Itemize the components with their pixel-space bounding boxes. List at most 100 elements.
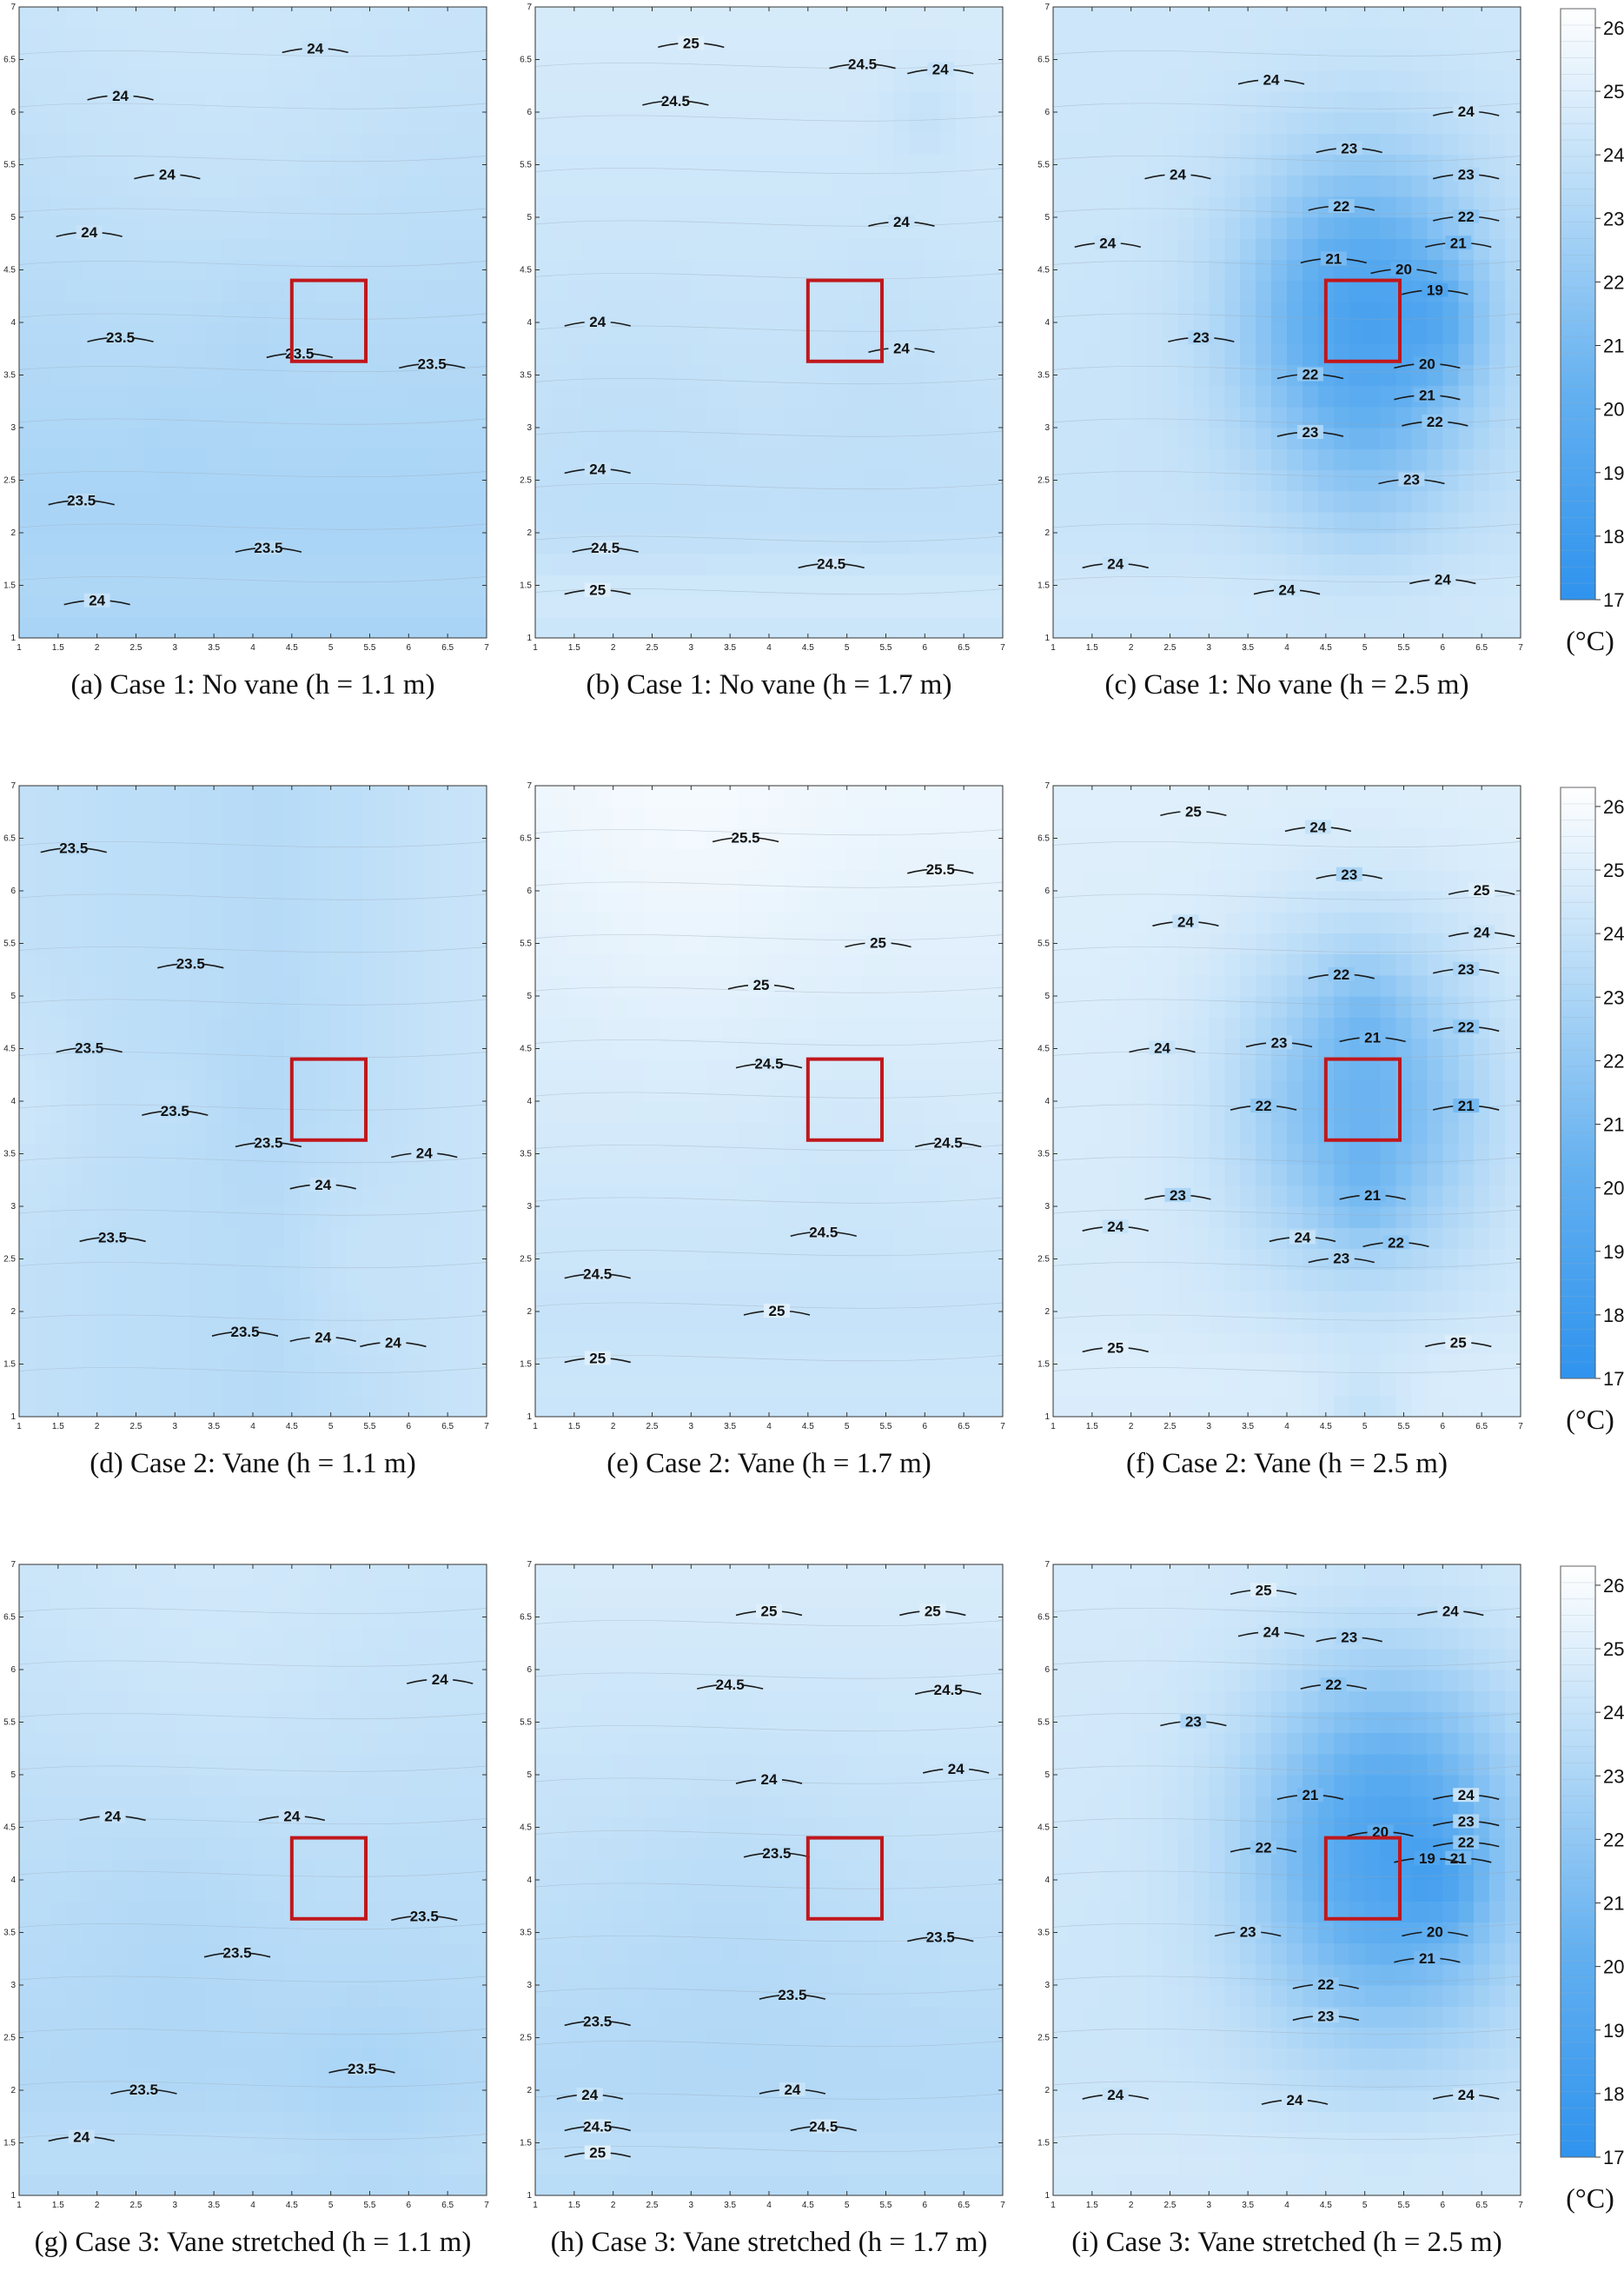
field-cell bbox=[644, 1164, 661, 1186]
field-cell bbox=[581, 933, 599, 955]
field-cell bbox=[128, 301, 145, 323]
field-cell bbox=[1068, 343, 1085, 365]
field-cell bbox=[408, 595, 425, 618]
field-cell bbox=[940, 90, 957, 113]
field-cell bbox=[597, 869, 614, 892]
field-cell bbox=[535, 511, 552, 534]
y-tick-label: 5 bbox=[527, 213, 532, 222]
x-tick-label: 7 bbox=[1518, 643, 1523, 653]
field-cell bbox=[784, 385, 801, 408]
field-cell bbox=[34, 1269, 51, 1292]
field-cell bbox=[96, 1290, 114, 1312]
field-cell bbox=[237, 70, 254, 92]
contour-label: 23.5 bbox=[75, 1040, 103, 1057]
field-cell bbox=[112, 364, 129, 387]
minor-contour-line bbox=[534, 115, 1004, 122]
field-cell bbox=[769, 1269, 785, 1292]
field-cell bbox=[283, 1038, 301, 1060]
field-cell bbox=[550, 301, 567, 323]
field-cell bbox=[644, 574, 661, 597]
field-cell bbox=[1271, 154, 1288, 176]
field-cell bbox=[738, 1248, 754, 1271]
field-cell bbox=[675, 112, 692, 134]
field-cell bbox=[1084, 175, 1101, 197]
field-cell bbox=[393, 1079, 409, 1102]
field-cell bbox=[1130, 448, 1148, 470]
field-cell bbox=[784, 574, 801, 597]
field-cell bbox=[159, 1374, 176, 1397]
field-cell bbox=[253, 49, 269, 71]
field-cell bbox=[550, 974, 567, 997]
field-cell bbox=[566, 90, 583, 113]
field-cell bbox=[940, 1311, 957, 1333]
field-cell bbox=[1505, 595, 1521, 618]
field-cell bbox=[159, 1143, 176, 1165]
field-cell bbox=[878, 469, 895, 492]
field-cell bbox=[644, 49, 661, 71]
field-cell bbox=[455, 1164, 472, 1186]
field-cell bbox=[96, 953, 114, 976]
contour-label-bg bbox=[1398, 472, 1425, 487]
field-cell bbox=[190, 827, 207, 850]
field-cell bbox=[377, 574, 394, 597]
field-cell bbox=[283, 490, 301, 513]
field-cell bbox=[613, 1164, 630, 1186]
field-cell bbox=[1130, 90, 1148, 113]
field-cell bbox=[815, 996, 832, 1018]
field-cell bbox=[613, 827, 630, 850]
contour-label-bg bbox=[1390, 262, 1417, 276]
field-cell bbox=[597, 49, 614, 71]
field-cell bbox=[1240, 175, 1256, 197]
field-cell bbox=[738, 343, 754, 365]
field-cell bbox=[96, 175, 114, 197]
field-cell bbox=[1068, 322, 1085, 344]
field-cell bbox=[237, 406, 254, 428]
field-cell bbox=[613, 1017, 630, 1039]
field-cell bbox=[377, 280, 394, 302]
field-cell bbox=[846, 385, 864, 408]
field-cell bbox=[706, 490, 723, 513]
field-cell bbox=[581, 1059, 599, 1081]
field-cell bbox=[330, 1059, 348, 1081]
field-cell bbox=[893, 554, 910, 575]
field-cell bbox=[112, 28, 129, 50]
field-cell bbox=[346, 574, 363, 597]
field-cell bbox=[1162, 7, 1179, 29]
x-tick-label: 1 bbox=[1051, 643, 1056, 653]
field-cell bbox=[393, 827, 409, 850]
field-cell bbox=[893, 912, 910, 933]
field-cell bbox=[346, 1332, 363, 1354]
field-cell bbox=[440, 1353, 456, 1376]
field-cell bbox=[283, 1248, 301, 1271]
field-cell bbox=[65, 469, 83, 492]
field-cell bbox=[971, 511, 988, 534]
field-cell bbox=[769, 196, 785, 218]
field-cell bbox=[222, 217, 238, 239]
field-cell bbox=[112, 238, 129, 260]
field-cell bbox=[50, 1290, 67, 1312]
field-cell bbox=[1224, 175, 1241, 197]
field-cell bbox=[1193, 301, 1210, 323]
field-cell bbox=[784, 343, 801, 365]
field-cell bbox=[831, 1164, 848, 1186]
field-cell bbox=[1427, 490, 1443, 513]
field-cell bbox=[784, 1206, 801, 1228]
field-cell bbox=[175, 1395, 191, 1418]
field-cell bbox=[393, 343, 409, 365]
field-cell bbox=[862, 848, 879, 871]
field-cell bbox=[222, 1185, 238, 1207]
field-cell bbox=[112, 1269, 129, 1292]
field-cell bbox=[925, 469, 941, 492]
field-cell bbox=[613, 343, 630, 365]
field-cell bbox=[675, 554, 692, 575]
field-cell bbox=[691, 448, 707, 470]
field-cell bbox=[1084, 554, 1101, 575]
field-cell bbox=[815, 301, 832, 323]
field-cell bbox=[909, 70, 925, 92]
field-cell bbox=[550, 1311, 567, 1333]
field-cell bbox=[299, 196, 316, 218]
field-cell bbox=[1364, 490, 1382, 513]
field-cell bbox=[65, 533, 83, 554]
field-cell bbox=[50, 322, 67, 344]
field-cell bbox=[1505, 280, 1521, 302]
